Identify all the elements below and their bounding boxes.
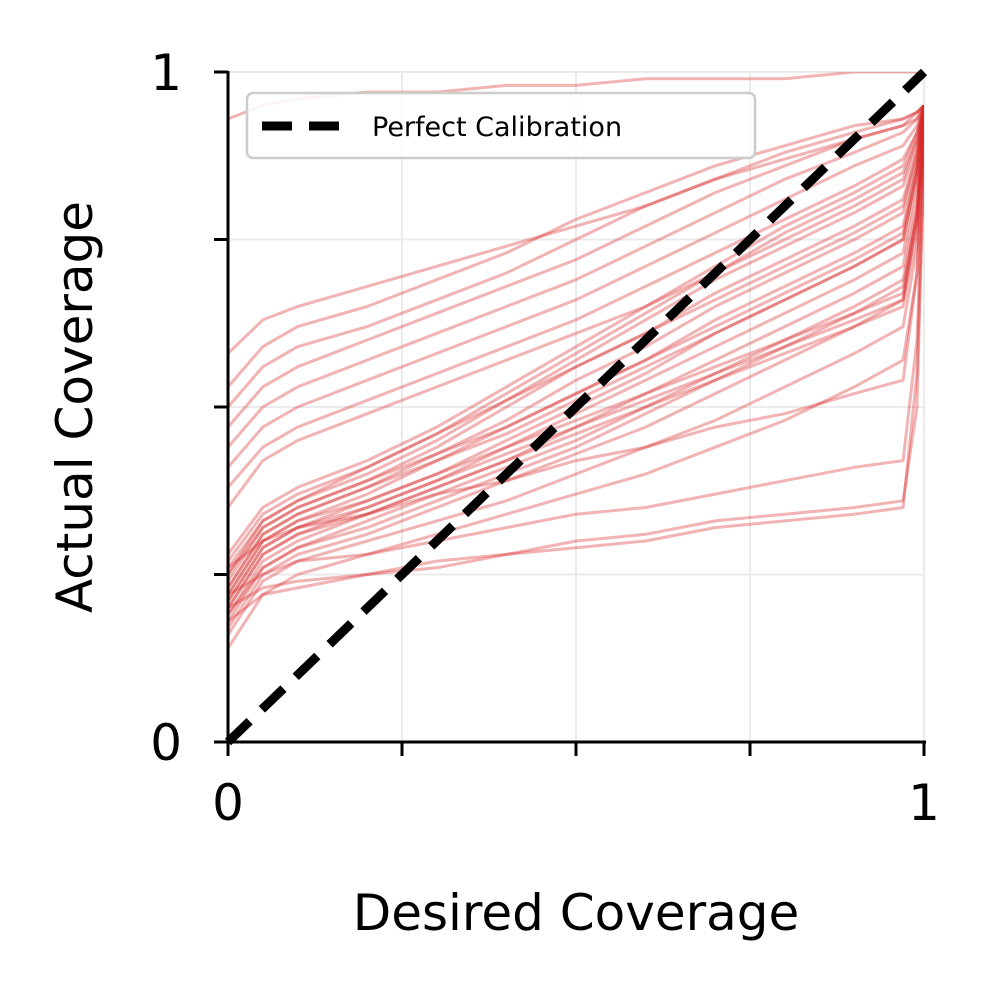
coverage-curve-1 bbox=[228, 125, 924, 636]
legend: Perfect Calibration bbox=[245, 91, 757, 160]
coverage-curve-5 bbox=[228, 112, 924, 609]
coverage-curve-14 bbox=[228, 132, 924, 609]
legend-frame bbox=[245, 91, 757, 160]
coverage-curve-8 bbox=[228, 105, 924, 589]
coverage-curve-31 bbox=[228, 132, 924, 569]
y-tick-label-4: 1 bbox=[150, 44, 182, 102]
coverage-curve-26 bbox=[228, 104, 924, 388]
coverage-curve-30 bbox=[228, 145, 924, 596]
coverage-curve-24 bbox=[228, 104, 924, 429]
axis-tick-labels: 0 1 0 1 bbox=[150, 44, 940, 832]
coverage-curve-2 bbox=[228, 118, 924, 629]
coverage-curve-29 bbox=[228, 152, 924, 610]
coverage-curve-11 bbox=[228, 105, 924, 569]
coverage-curve-25 bbox=[228, 104, 924, 408]
coverage-curve-9 bbox=[228, 105, 924, 583]
coverage-curve-3 bbox=[228, 118, 924, 623]
axis-ticks bbox=[214, 70, 926, 756]
x-tick-label-0: 0 bbox=[212, 774, 244, 832]
coverage-curve-0 bbox=[228, 138, 924, 650]
coverage-curve-18 bbox=[228, 105, 924, 556]
coverage-curve-27 bbox=[228, 104, 924, 355]
coverage-curve-21 bbox=[228, 105, 924, 489]
coverage-curve-22 bbox=[228, 105, 924, 469]
coverage-curve-20 bbox=[228, 105, 924, 509]
y-axis-label: Actual Coverage bbox=[46, 201, 104, 613]
coverage-curve-13 bbox=[228, 125, 924, 596]
y-tick-label-0: 0 bbox=[150, 714, 182, 772]
coverage-curve-16 bbox=[228, 112, 924, 589]
coverage-curve-23 bbox=[228, 104, 924, 449]
coverage-curve-19 bbox=[228, 125, 924, 603]
x-tick-label-4: 1 bbox=[908, 774, 940, 832]
coverage-curve-4 bbox=[228, 112, 924, 616]
legend-label-perfect-calibration: Perfect Calibration bbox=[372, 112, 622, 143]
coverage-curve-12 bbox=[228, 111, 924, 562]
perfect-calibration-line bbox=[224, 68, 928, 746]
coverage-curve-6 bbox=[228, 112, 924, 603]
coverage-curve-28 bbox=[228, 159, 924, 623]
x-axis-label: Desired Coverage bbox=[353, 884, 800, 942]
coverage-curve-17 bbox=[228, 118, 924, 616]
coverage-curve-10 bbox=[228, 105, 924, 576]
